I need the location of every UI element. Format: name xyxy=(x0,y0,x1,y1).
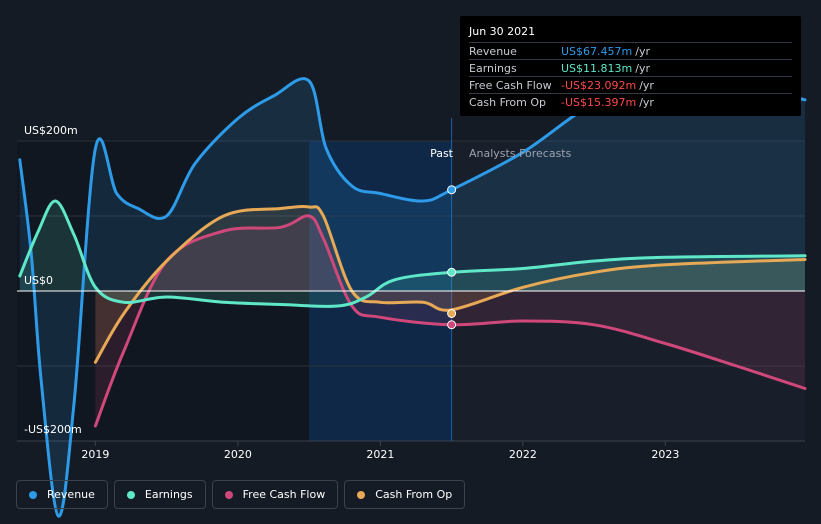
series-markers xyxy=(447,185,457,330)
tooltip-earnings-label: Earnings xyxy=(469,61,517,75)
legend-item-earnings[interactable]: Earnings xyxy=(113,480,206,509)
cash-from-op-line xyxy=(93,205,807,364)
x-tick-label: 2021 xyxy=(366,448,394,461)
tooltip-cfo-value: -US$15.397m xyxy=(561,95,637,109)
cash-from-op-marker xyxy=(447,309,457,318)
revenue-line xyxy=(18,77,807,518)
legend-item-free-cash-flow[interactable]: Free Cash Flow xyxy=(211,480,339,509)
tooltip-fcf-label: Free Cash Flow xyxy=(469,78,552,92)
y-axis-zero-label: US$0 xyxy=(24,274,53,287)
series-lines xyxy=(17,77,807,518)
x-tick-label: 2022 xyxy=(509,448,537,461)
y-axis-top-label: US$200m xyxy=(24,124,78,137)
past-region-label: Past xyxy=(430,147,454,160)
tooltip-row-earnings: Earnings US$11.813m /yr xyxy=(469,59,792,76)
legend-label-cash-from-op: Cash From Op xyxy=(375,488,453,501)
chart-legend: Revenue Earnings Free Cash Flow Cash Fro… xyxy=(16,480,466,509)
tooltip-fcf-unit: /yr xyxy=(639,78,654,92)
forecast-region-label: Analysts Forecasts xyxy=(469,147,572,160)
legend-dot-earnings xyxy=(126,490,135,499)
tooltip-cfo-label: Cash From Op xyxy=(469,95,547,109)
tooltip-earnings-value: US$11.813m xyxy=(561,61,633,75)
tooltip-revenue-unit: /yr xyxy=(635,44,650,58)
free-cash-flow-marker xyxy=(447,320,457,330)
revenue-marker xyxy=(447,185,457,195)
tooltip-date: Jun 30 2021 xyxy=(469,25,536,38)
legend-label-revenue: Revenue xyxy=(47,488,95,501)
legend-item-revenue[interactable]: Revenue xyxy=(16,480,108,509)
earnings-marker xyxy=(447,267,457,277)
tooltip-cfo-unit: /yr xyxy=(639,95,654,109)
data-tooltip: Jun 30 2021 Revenue US$67.457m /yr Earni… xyxy=(460,16,801,116)
cash-from-op-area xyxy=(95,206,805,363)
x-tick-label: 2020 xyxy=(224,448,252,461)
legend-dot-cash-from-op xyxy=(357,490,366,499)
earnings-line xyxy=(18,199,807,308)
tooltip-fcf-value: -US$23.092m xyxy=(561,78,637,92)
tooltip-earnings-unit: /yr xyxy=(635,61,650,75)
x-tick-label: 2019 xyxy=(81,448,109,461)
x-axis-ticks: 2019 2020 2021 2022 2023 xyxy=(81,441,679,461)
tooltip-revenue-value: US$67.457m xyxy=(561,44,633,58)
legend-dot-revenue xyxy=(29,490,37,499)
x-tick-label: 2023 xyxy=(651,448,679,461)
legend-label-earnings: Earnings xyxy=(144,488,193,501)
legend-item-cash-from-op[interactable]: Cash From Op xyxy=(344,480,466,509)
earnings-area xyxy=(19,200,806,307)
revenue-area xyxy=(19,78,806,517)
tooltip-row-revenue: Revenue US$67.457m /yr xyxy=(469,42,792,59)
tooltip-row-free-cash-flow: Free Cash Flow -US$23.092m /yr xyxy=(469,76,792,93)
y-axis-bottom-label: -US$200m xyxy=(24,423,82,436)
legend-dot-free-cash-flow xyxy=(224,490,233,499)
tooltip-revenue-label: Revenue xyxy=(469,44,517,58)
tooltip-row-cash-from-op: Cash From Op -US$15.397m /yr xyxy=(469,93,792,110)
legend-label-free-cash-flow: Free Cash Flow xyxy=(242,488,326,501)
